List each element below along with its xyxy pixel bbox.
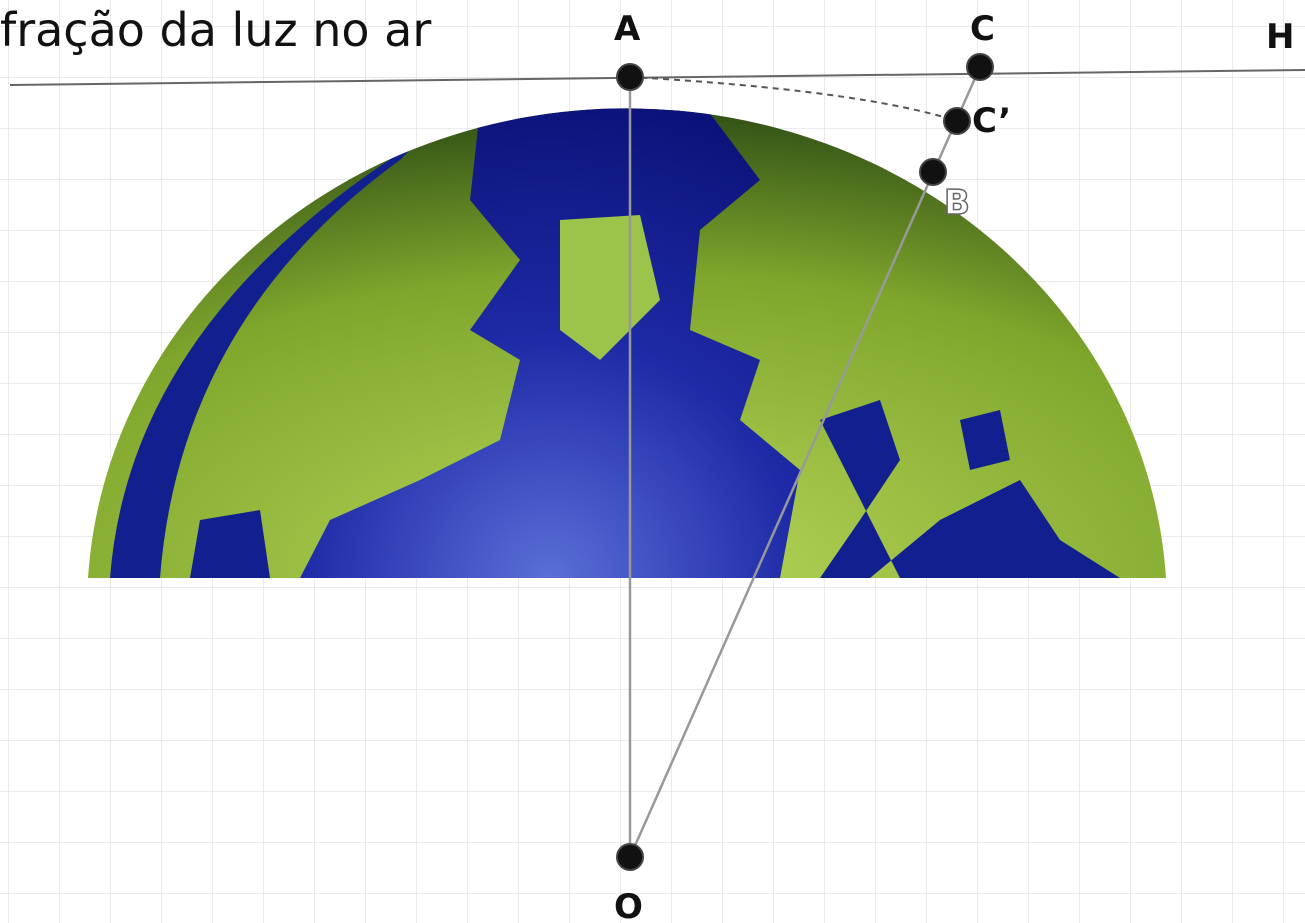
point-o <box>617 844 643 870</box>
point-c-prime <box>944 108 970 134</box>
diagram: fração da luz no ar A C H C’ B O <box>0 0 1305 923</box>
point-a <box>617 64 643 90</box>
point-c <box>967 54 993 80</box>
label-c-prime: C’ <box>972 101 1011 141</box>
label-a: A <box>614 9 641 49</box>
label-b: B <box>944 183 970 223</box>
point-b <box>920 159 946 185</box>
title: fração da luz no ar <box>0 3 431 57</box>
label-c: C <box>970 9 995 49</box>
label-h: H <box>1266 17 1294 57</box>
label-o: O <box>614 887 643 923</box>
